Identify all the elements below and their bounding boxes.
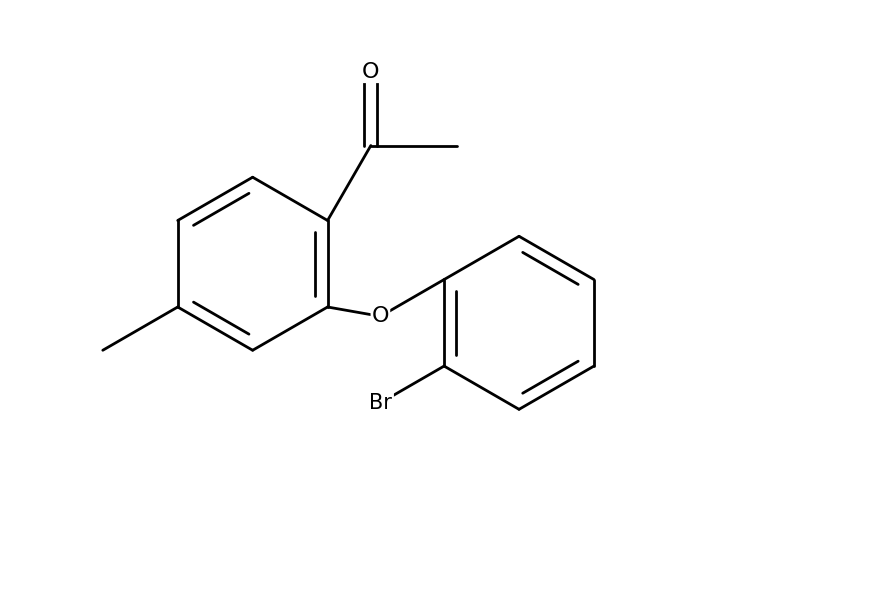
Text: O: O [362,62,379,82]
Text: O: O [371,306,389,326]
Text: Br: Br [369,393,392,413]
